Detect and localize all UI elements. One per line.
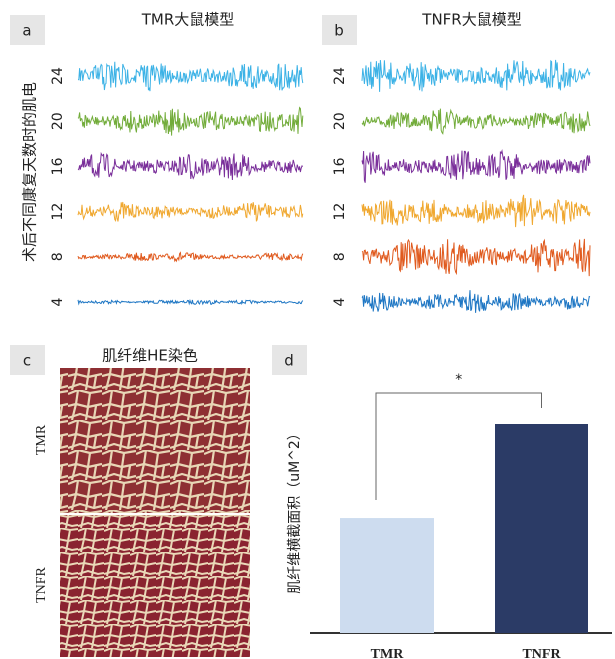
y-tick-label: 8 <box>332 252 348 261</box>
emg-trace <box>362 60 590 92</box>
y-axis-label: 术后不同康复天数时的肌电 <box>21 82 39 262</box>
bar <box>495 424 588 633</box>
bar <box>340 518 434 633</box>
image-label: TMR <box>34 424 49 455</box>
emg-trace <box>362 195 590 227</box>
y-tick-label: 24 <box>50 67 66 85</box>
panel-letter: d <box>284 352 294 370</box>
y-tick-label: 12 <box>50 203 66 221</box>
panel-title: 肌纤维HE染色 <box>102 347 198 365</box>
panel-title: TMR大鼠模型 <box>141 11 235 29</box>
y-tick-label: 16 <box>332 157 348 175</box>
figure: a TMR大鼠模型 术后不同康复天数时的肌电 b TNFR大鼠模型 c 肌纤维H… <box>0 0 615 659</box>
y-tick-label: 12 <box>332 203 348 221</box>
y-tick-label: 4 <box>332 297 348 306</box>
emg-trace <box>78 253 303 261</box>
histology-image <box>60 515 250 657</box>
emg-trace <box>362 239 590 276</box>
significance-label: * <box>455 372 462 388</box>
y-tick-label: 16 <box>50 157 66 175</box>
emg-trace <box>78 300 303 304</box>
y-tick-label: 4 <box>50 297 66 306</box>
panel-letter: b <box>334 22 344 40</box>
x-tick-label: TMR <box>371 647 405 659</box>
panel-a: a TMR大鼠模型 术后不同康复天数时的肌电 <box>10 11 234 263</box>
emg-trace <box>362 109 590 134</box>
emg-trace <box>78 202 303 222</box>
y-tick-label: 24 <box>332 67 348 85</box>
y-tick-label: 20 <box>332 112 348 130</box>
panel-c: c 肌纤维HE染色 TMR TNFR <box>10 345 250 657</box>
panel-b: b TNFR大鼠模型 <box>322 11 522 46</box>
x-tick-label: TNFR <box>522 647 561 659</box>
panel-letter: c <box>23 352 31 370</box>
y-tick-label: 8 <box>50 252 66 261</box>
emg-trace <box>362 290 590 313</box>
image-label: TNFR <box>34 566 49 602</box>
panel-letter: a <box>22 22 31 40</box>
histology-image <box>60 368 250 513</box>
y-tick-label: 20 <box>50 112 66 130</box>
emg-trace <box>78 154 303 181</box>
emg-trace <box>362 151 590 183</box>
panel-title: TNFR大鼠模型 <box>421 11 521 29</box>
y-axis-label: 肌纤维横截面积（uM^2） <box>287 426 303 594</box>
emg-trace <box>78 108 303 136</box>
emg-trace <box>78 62 303 91</box>
